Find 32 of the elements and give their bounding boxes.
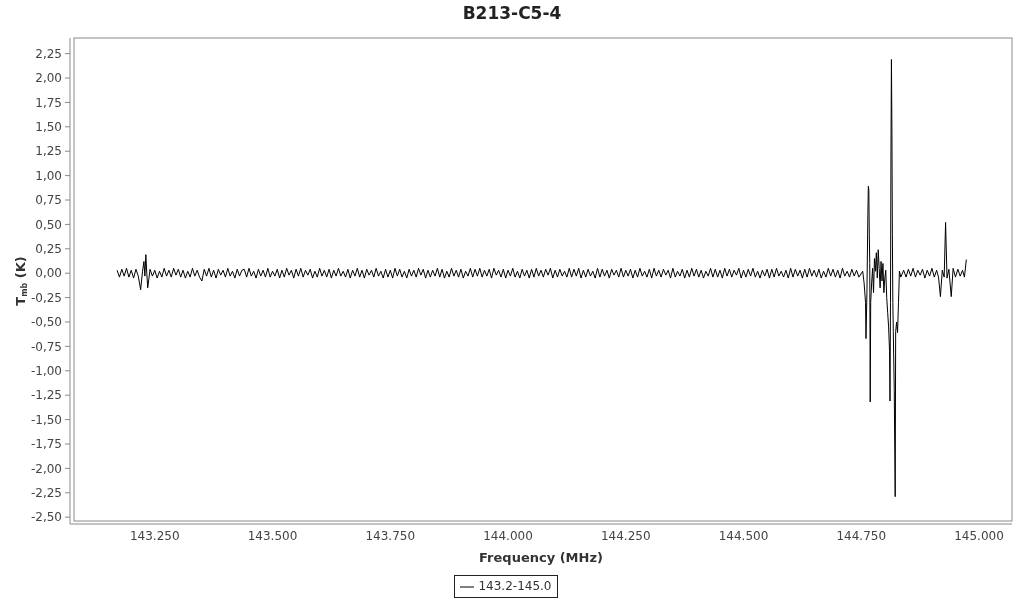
y-tick-label: -2,00 bbox=[30, 461, 62, 476]
y-tick-label: -1,25 bbox=[30, 388, 62, 403]
y-tick-label: 1,75 bbox=[35, 95, 62, 110]
legend-label: 143.2-145.0 bbox=[478, 578, 552, 595]
y-tick-label: -1,50 bbox=[30, 412, 62, 427]
line-series bbox=[116, 58, 967, 498]
y-tick-label: 0,25 bbox=[35, 242, 62, 257]
y-tick-label: 0,50 bbox=[35, 217, 62, 232]
y-tick-label: 0,00 bbox=[35, 266, 62, 281]
x-tick-label: 144.000 bbox=[483, 528, 533, 543]
x-tick-label: 144.750 bbox=[836, 528, 887, 543]
x-tick-label: 143.750 bbox=[365, 528, 416, 543]
y-tick-label: 1,25 bbox=[35, 144, 62, 159]
y-tick-label: 1,00 bbox=[35, 168, 62, 183]
y-tick-label: -0,50 bbox=[30, 315, 62, 330]
x-tick-label: 144.500 bbox=[718, 528, 769, 543]
y-tick-label: 1,50 bbox=[35, 120, 62, 135]
y-tick-label: 0,75 bbox=[35, 193, 62, 208]
x-tick-label: 143.500 bbox=[247, 528, 298, 543]
x-tick-label: 144.250 bbox=[600, 528, 651, 543]
x-tick-label: 143.250 bbox=[129, 528, 180, 543]
y-tick-label: -1,75 bbox=[30, 437, 62, 452]
y-tick-label: -2,50 bbox=[30, 510, 62, 525]
y-tick-label: -0,75 bbox=[30, 339, 62, 354]
chart-title: B213-C5-4 bbox=[461, 3, 563, 23]
y-tick-label: 2,25 bbox=[35, 46, 62, 61]
y-tick-label: -2,25 bbox=[30, 486, 62, 501]
y-tick-label: -0,25 bbox=[30, 290, 62, 305]
y-tick-label: -1,00 bbox=[30, 364, 62, 379]
y-tick-label: 2,00 bbox=[35, 71, 62, 86]
x-tick-label: 145.000 bbox=[954, 528, 1004, 543]
x-axis-title: Frequency (MHz) bbox=[479, 550, 603, 565]
